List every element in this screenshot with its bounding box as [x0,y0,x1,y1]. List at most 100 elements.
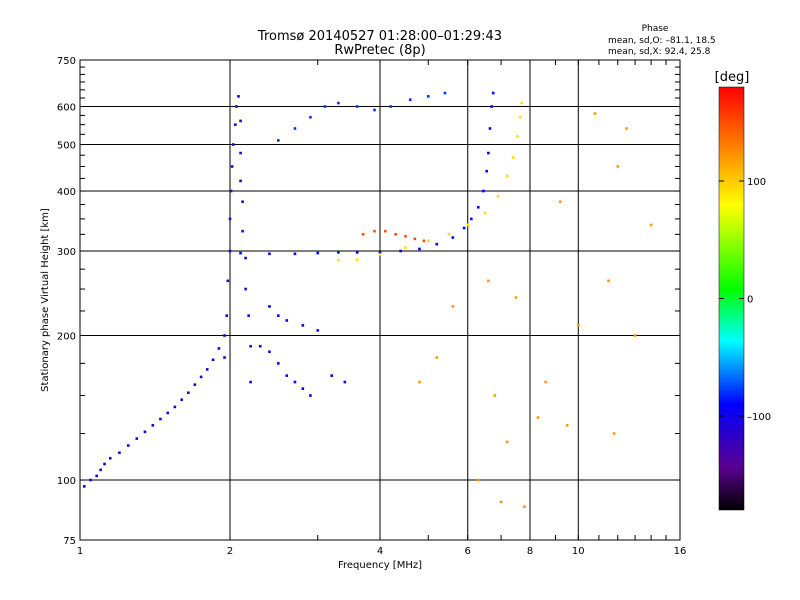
y-tick-label: 750 [57,56,76,67]
data-point [285,374,289,377]
data-point [309,394,312,397]
data-point [118,451,121,455]
colorbar-tick-label: 100 [747,177,766,188]
y-tick-label: 600 [57,103,76,114]
data-point [488,127,492,130]
data-point [301,387,305,390]
data-point [443,91,447,95]
data-point [404,234,407,238]
data-point [143,430,147,434]
data-point [337,101,340,105]
data-point [544,380,547,384]
data-point [447,233,451,236]
data-point [159,417,162,421]
data-point [422,239,426,243]
data-point [487,151,490,155]
data-point [505,174,509,178]
data-point [268,305,271,308]
data-point [426,239,430,243]
data-point [451,305,455,308]
data-point [482,189,485,193]
x-tick-label: 8 [527,546,533,557]
colorbar-tick-label: –100 [747,412,771,423]
data-point [234,123,237,126]
data-point [239,151,242,155]
data-point [633,334,637,337]
data-point [435,242,439,246]
colorbar-label: [deg] [715,70,750,85]
data-point [373,108,376,112]
data-point [276,314,280,317]
x-tick-label: 4 [377,546,383,557]
data-point [108,456,112,460]
data-point [337,251,340,254]
chart-title: Tromsø 20140527 01:28:00–01:29:43 [257,29,502,44]
data-point [228,249,232,253]
data-point [211,358,215,362]
data-point [276,139,280,142]
data-point [316,251,320,255]
data-point [239,251,242,255]
data-point [231,143,235,146]
data-point [187,391,190,395]
phase-legend-o: mean, sd,O: –81.1, 18.5 [608,36,716,46]
data-point [330,374,334,377]
data-point [607,279,610,283]
data-point [301,324,305,327]
data-point [490,105,493,108]
y-tick-label: 400 [57,187,76,198]
x-tick-label: 1 [77,546,83,557]
data-point [249,380,252,384]
data-point [225,314,229,317]
data-point [223,356,226,359]
data-point [418,247,421,251]
data-point [166,411,170,415]
data-point [82,485,86,488]
data-point [516,135,519,138]
data-point [135,437,139,440]
data-point [435,356,439,359]
y-tick-label: 300 [57,247,76,258]
data-point [323,105,327,108]
data-points [82,91,653,508]
data-point [536,416,540,419]
data-point [373,229,376,233]
data-point [239,119,242,123]
data-point [226,279,230,283]
data-point [247,314,250,317]
data-point [217,347,221,350]
data-point [378,251,382,254]
data-point [249,344,252,348]
data-point [496,195,500,198]
data-point [337,258,340,262]
data-point [520,101,524,105]
x-tick-label: 6 [465,546,471,557]
data-point [483,211,487,215]
data-point [235,105,238,108]
data-point [180,398,184,402]
data-point [230,165,234,168]
phase-colorbar: [deg] 100 0 –100 [715,70,771,511]
data-point [477,205,480,209]
data-point [268,350,271,354]
data-point [523,505,526,508]
data-point [511,156,515,159]
data-point [258,344,262,348]
data-point [499,500,503,504]
data-point [505,440,509,444]
x-axis-label: Frequency [MHz] [338,560,422,571]
data-point [389,105,392,108]
data-point [151,424,155,427]
data-point [293,380,297,384]
data-point [285,319,289,322]
data-point [293,252,297,256]
data-point [625,127,628,130]
y-axis-label: Stationary phase Virtual Height [km] [40,208,51,392]
plot-axes: 1 2 4 6 8 10 16 75 100 200 300 400 500 600 750 [57,56,686,557]
data-point [514,296,518,299]
data-point [413,237,417,241]
data-point [355,258,359,261]
data-point [466,223,470,227]
data-point [399,249,402,253]
data-point [343,380,347,384]
